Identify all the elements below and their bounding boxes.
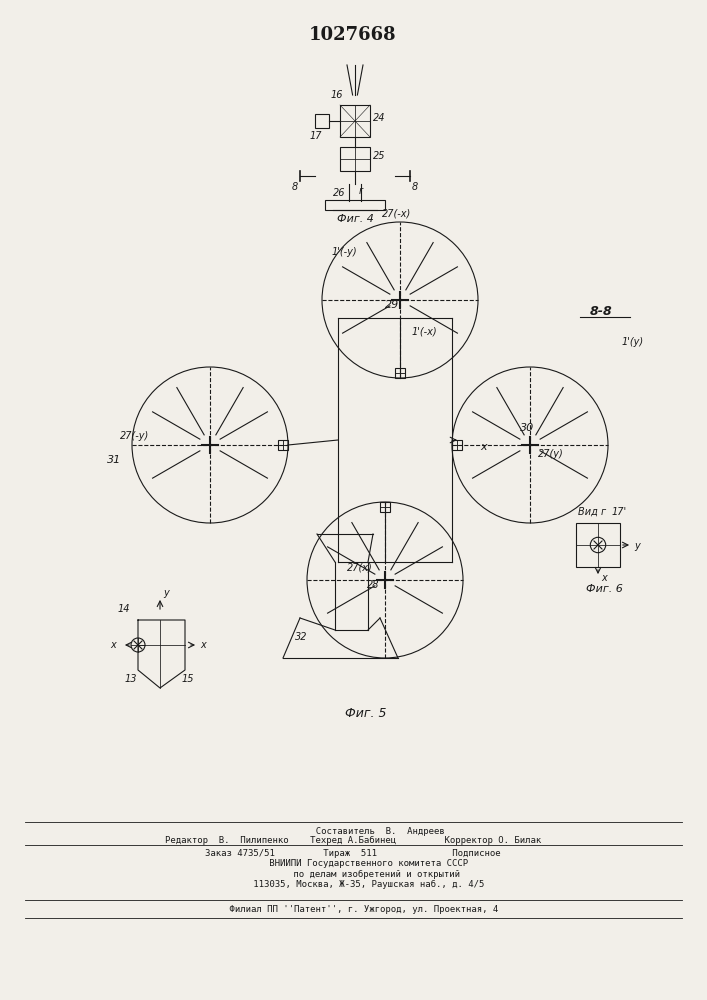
Text: 16: 16 [331, 90, 344, 100]
Bar [340, 147, 370, 171]
Text: 29: 29 [385, 300, 399, 310]
Text: 28: 28 [367, 580, 380, 590]
Text: x: x [601, 573, 607, 583]
Text: ВНИИПИ Государственного комитета СССР: ВНИИПИ Государственного комитета СССР [238, 859, 469, 868]
Bar [315, 114, 329, 128]
Text: 113035, Москва, Ж-35, Раушская наб., д. 4/5: 113035, Москва, Ж-35, Раушская наб., д. … [221, 879, 485, 889]
Text: 14: 14 [118, 604, 131, 614]
Text: Филиал ПП ''Патент'', г. Ужгород, ул. Проектная, 4: Филиал ПП ''Патент'', г. Ужгород, ул. Пр… [208, 904, 498, 914]
Text: 13: 13 [125, 674, 137, 684]
Text: r: r [359, 186, 363, 196]
Bar [340, 105, 370, 137]
Text: y: y [163, 588, 169, 598]
Text: Вид г: Вид г [578, 507, 606, 517]
Text: 27(-y): 27(-y) [120, 431, 149, 441]
Text: Редактор  В.  Пилипенко    Техред А.Бабинец         Корректор О. Билак: Редактор В. Пилипенко Техред А.Бабинец К… [165, 835, 541, 845]
Text: 17': 17' [612, 507, 627, 517]
Text: 15: 15 [182, 674, 194, 684]
Text: y: y [634, 541, 640, 551]
Text: Фиг. 5: Фиг. 5 [345, 707, 387, 720]
Bar [576, 523, 620, 567]
Bar [278, 440, 288, 450]
Text: 32: 32 [295, 632, 308, 642]
Text: по делам изобретений и открытий: по делам изобретений и открытий [245, 869, 460, 879]
Text: 24: 24 [373, 113, 385, 123]
Text: x: x [110, 640, 116, 650]
Text: 27(-x): 27(-x) [382, 208, 411, 218]
Text: 8: 8 [292, 182, 298, 192]
Text: 27(y): 27(y) [538, 449, 563, 459]
Text: x: x [480, 442, 486, 452]
Text: Составитель  В.  Андреев: Составитель В. Андреев [262, 828, 445, 836]
Text: Заказ 4735/51         Тираж  511              Подписное: Заказ 4735/51 Тираж 511 Подписное [205, 850, 501, 858]
Text: 26: 26 [333, 188, 346, 198]
Bar [395, 368, 405, 378]
Text: 31: 31 [107, 455, 121, 465]
Text: Фиг. 6: Фиг. 6 [586, 584, 623, 594]
Bar [325, 200, 385, 210]
Text: 1'(-x): 1'(-x) [412, 327, 438, 337]
Bar [380, 502, 390, 512]
Text: 1027668: 1027668 [309, 26, 397, 44]
Text: 8-8: 8-8 [590, 305, 613, 318]
Text: 30: 30 [520, 423, 534, 433]
Text: x: x [200, 640, 206, 650]
Text: 17: 17 [310, 131, 322, 141]
Text: 8: 8 [412, 182, 419, 192]
Bar [452, 440, 462, 450]
Text: 1'(-y): 1'(-y) [332, 247, 358, 257]
Text: 1'(y): 1'(y) [622, 337, 644, 347]
Text: 25: 25 [373, 151, 385, 161]
Text: Фиг. 4: Фиг. 4 [337, 214, 374, 224]
Text: 27(x): 27(x) [347, 562, 373, 572]
